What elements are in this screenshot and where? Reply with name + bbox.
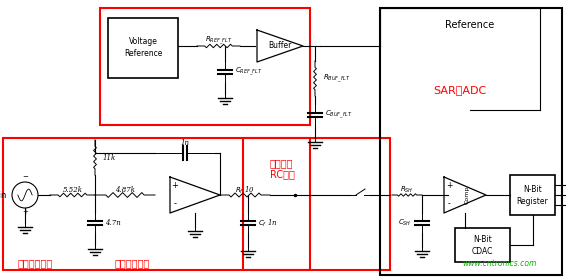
Text: 输入驱动
RC电路: 输入驱动 RC电路 xyxy=(270,158,295,179)
Text: N-Bit: N-Bit xyxy=(473,235,492,244)
Text: 4.87k: 4.87k xyxy=(115,186,135,194)
Text: www.cntronics.com: www.cntronics.com xyxy=(463,259,537,268)
Text: 基准驱动电路: 基准驱动电路 xyxy=(115,258,150,268)
Text: +: + xyxy=(22,209,28,215)
Text: $R_f$ 10: $R_f$ 10 xyxy=(235,185,255,196)
Text: 1n: 1n xyxy=(180,139,189,147)
Text: Reference: Reference xyxy=(445,20,494,30)
Bar xyxy=(100,8,310,125)
Bar xyxy=(3,138,310,270)
Text: $C_{SH}$: $C_{SH}$ xyxy=(399,218,412,228)
Text: CDAC: CDAC xyxy=(472,246,493,255)
Text: 抗混叠滤波器: 抗混叠滤波器 xyxy=(18,258,53,268)
Text: +: + xyxy=(172,181,179,190)
Text: N-Bit: N-Bit xyxy=(523,185,542,193)
Text: 5.52k: 5.52k xyxy=(62,186,83,194)
Text: $C_{BUF\_FLT}$: $C_{BUF\_FLT}$ xyxy=(325,109,353,121)
Text: $R_{BUF\_FLT}$: $R_{BUF\_FLT}$ xyxy=(323,73,351,85)
Text: 11k: 11k xyxy=(103,153,116,162)
Text: $R_{REF\_FLT}$: $R_{REF\_FLT}$ xyxy=(205,35,232,47)
Text: Vin: Vin xyxy=(0,190,7,199)
Text: Register: Register xyxy=(517,197,548,206)
Text: SAR型ADC: SAR型ADC xyxy=(433,85,486,95)
Text: $C_f$ 1n: $C_f$ 1n xyxy=(258,217,277,228)
Text: Buffer: Buffer xyxy=(268,41,291,50)
Text: Comp: Comp xyxy=(464,186,469,204)
Text: -: - xyxy=(174,199,176,209)
Text: -: - xyxy=(447,199,450,209)
Bar xyxy=(380,8,562,275)
Bar xyxy=(108,18,178,78)
Bar xyxy=(455,228,510,262)
Text: +: + xyxy=(446,181,452,190)
Bar xyxy=(243,138,390,270)
Text: 4.7n: 4.7n xyxy=(105,219,121,227)
Text: $R_{SH}$: $R_{SH}$ xyxy=(400,185,414,195)
Text: $C_{REF\_FLT}$: $C_{REF\_FLT}$ xyxy=(235,66,263,78)
Text: Reference: Reference xyxy=(124,50,162,59)
Bar xyxy=(510,175,555,215)
Text: −: − xyxy=(22,174,28,180)
Text: Voltage: Voltage xyxy=(129,38,158,46)
